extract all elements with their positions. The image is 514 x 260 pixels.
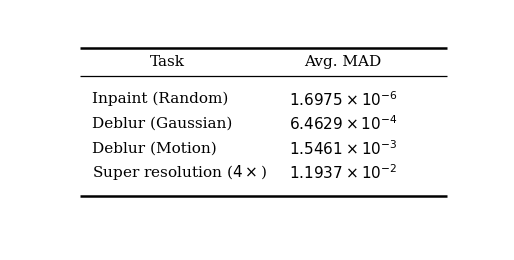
- Text: Deblur (Motion): Deblur (Motion): [92, 141, 217, 155]
- Text: $1.6975 \times 10^{-6}$: $1.6975 \times 10^{-6}$: [289, 90, 397, 109]
- Text: $1.5461 \times 10^{-3}$: $1.5461 \times 10^{-3}$: [289, 139, 397, 158]
- Text: Super resolution ($4\times$): Super resolution ($4\times$): [92, 163, 267, 182]
- Text: Deblur (Gaussian): Deblur (Gaussian): [92, 116, 232, 130]
- Text: Inpaint (Random): Inpaint (Random): [92, 92, 229, 106]
- Text: Task: Task: [150, 55, 186, 69]
- Text: Avg. MAD: Avg. MAD: [304, 55, 382, 69]
- Text: $1.1937 \times 10^{-2}$: $1.1937 \times 10^{-2}$: [289, 163, 397, 182]
- Text: $6.4629 \times 10^{-4}$: $6.4629 \times 10^{-4}$: [289, 114, 397, 133]
